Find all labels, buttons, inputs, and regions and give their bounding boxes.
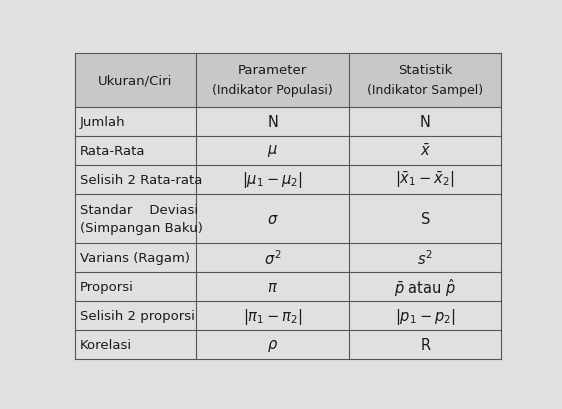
Text: (Indikator Populasi): (Indikator Populasi) — [212, 84, 333, 97]
Text: Proporsi: Proporsi — [80, 281, 134, 293]
Text: $\bar{x}$: $\bar{x}$ — [420, 143, 431, 159]
Bar — [75, 330, 501, 359]
Text: Standar    Deviasi: Standar Deviasi — [80, 204, 198, 216]
Text: N: N — [420, 115, 430, 129]
Bar — [75, 136, 501, 165]
Text: Ukuran/Ciri: Ukuran/Ciri — [98, 74, 173, 87]
Text: Selisih 2 Rata-rata: Selisih 2 Rata-rata — [80, 173, 202, 186]
Text: Selisih 2 proporsi: Selisih 2 proporsi — [80, 309, 194, 322]
Text: S: S — [420, 211, 430, 226]
Bar — [75, 243, 501, 272]
Text: $\sigma^2$: $\sigma^2$ — [264, 249, 282, 267]
Text: Korelasi: Korelasi — [80, 338, 132, 351]
Text: $\sigma$: $\sigma$ — [267, 211, 279, 226]
Bar — [75, 165, 501, 194]
Text: $\rho$: $\rho$ — [267, 337, 278, 353]
Text: (Simpangan Baku): (Simpangan Baku) — [80, 221, 203, 234]
Text: (Indikator Sampel): (Indikator Sampel) — [367, 84, 483, 97]
Text: $|\pi_1 - \pi_2|$: $|\pi_1 - \pi_2|$ — [243, 306, 302, 326]
Text: $|\bar{x}_1 - \bar{x}_2|$: $|\bar{x}_1 - \bar{x}_2|$ — [396, 170, 455, 190]
Text: R: R — [420, 337, 430, 352]
Text: Jumlah: Jumlah — [80, 115, 125, 128]
Text: $\mu$: $\mu$ — [268, 143, 278, 159]
Text: $\bar{p}$ atau $\hat{p}$: $\bar{p}$ atau $\hat{p}$ — [394, 276, 456, 298]
Text: $|\mu_1 - \mu_2|$: $|\mu_1 - \mu_2|$ — [242, 170, 303, 190]
Text: $|p_1 - p_2|$: $|p_1 - p_2|$ — [395, 306, 456, 326]
Text: Varians (Ragam): Varians (Ragam) — [80, 252, 190, 265]
Text: $s^2$: $s^2$ — [418, 249, 433, 267]
Bar — [75, 194, 501, 243]
Text: Rata-Rata: Rata-Rata — [80, 144, 146, 157]
Bar — [75, 272, 501, 301]
Text: $\pi$: $\pi$ — [267, 279, 278, 294]
Bar — [75, 301, 501, 330]
Bar — [75, 54, 501, 108]
Text: Statistik: Statistik — [398, 63, 452, 76]
Bar — [75, 108, 501, 136]
Text: N: N — [267, 115, 278, 129]
Text: Parameter: Parameter — [238, 63, 307, 76]
